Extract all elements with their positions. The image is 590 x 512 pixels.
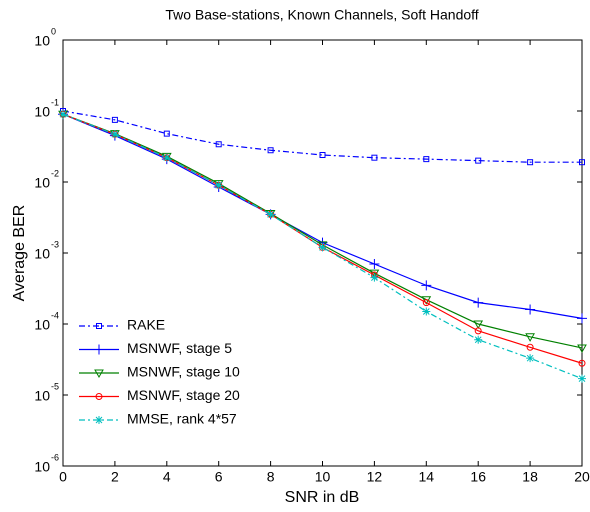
marker <box>111 116 118 123</box>
marker <box>473 320 484 330</box>
marker <box>371 154 378 161</box>
marker <box>370 273 379 282</box>
marker <box>94 369 104 379</box>
marker <box>319 152 326 159</box>
marker <box>95 416 103 424</box>
marker <box>422 307 431 316</box>
marker <box>473 297 484 308</box>
marker <box>214 181 223 190</box>
y-tick-label: 10 <box>34 104 50 120</box>
series-line <box>62 110 582 163</box>
y-tick-exponent: 0 <box>51 26 56 36</box>
y-tick-label: 10 <box>34 317 50 333</box>
marker <box>318 243 327 252</box>
x-tick-label: 12 <box>367 469 383 485</box>
marker <box>96 323 102 329</box>
marker <box>578 374 586 383</box>
marker <box>474 335 483 344</box>
marker <box>215 141 222 148</box>
series-line <box>62 113 583 380</box>
legend-label: MMSE, rank 4*57 <box>127 411 237 427</box>
marker <box>526 343 534 351</box>
legend-label: MSNWF, stage 20 <box>127 387 240 403</box>
x-tick-label: 16 <box>470 469 486 485</box>
marker <box>579 159 585 166</box>
y-tick-exponent: -5 <box>51 381 59 391</box>
y-tick-exponent: -1 <box>51 97 59 107</box>
marker <box>163 130 170 137</box>
x-tick-label: 10 <box>315 469 331 485</box>
legend-box <box>72 311 312 440</box>
x-tick-label: 14 <box>419 469 435 485</box>
marker <box>59 110 67 119</box>
y-tick-exponent: -2 <box>51 168 59 178</box>
x-tick-label: 6 <box>215 469 223 485</box>
x-tick-label: 4 <box>163 469 171 485</box>
y-tick-label: 10 <box>34 246 50 262</box>
marker <box>475 157 482 164</box>
marker <box>578 359 586 367</box>
legend-label: MSNWF, stage 10 <box>127 364 240 380</box>
legend-label: RAKE <box>127 317 165 333</box>
chart-title: Two Base-stations, Known Channels, Soft … <box>165 7 478 23</box>
marker <box>369 258 380 269</box>
legend-label: MSNWF, stage 5 <box>127 340 232 356</box>
marker <box>577 344 587 353</box>
y-tick-label: 10 <box>34 388 50 404</box>
marker <box>421 280 432 291</box>
x-tick-label: 0 <box>59 469 67 485</box>
marker <box>162 153 171 162</box>
x-axis-label: SNR in dB <box>285 489 360 506</box>
x-tick-label: 8 <box>267 469 275 485</box>
marker <box>527 159 534 166</box>
marker <box>95 393 103 400</box>
x-tick-label: 20 <box>574 469 590 485</box>
x-tick-label: 2 <box>111 469 119 485</box>
y-tick-label: 10 <box>34 175 50 191</box>
marker <box>525 304 536 315</box>
x-tick-label: 18 <box>522 469 538 485</box>
marker <box>474 327 482 335</box>
y-tick-label: 10 <box>34 33 50 49</box>
marker <box>266 210 275 219</box>
y-tick-label: 10 <box>34 459 50 475</box>
marker <box>526 354 535 363</box>
y-axis-label: Average BER <box>11 205 28 302</box>
marker <box>94 344 104 355</box>
marker <box>422 299 430 307</box>
y-tick-exponent: -3 <box>51 239 59 249</box>
marker <box>110 130 119 139</box>
y-tick-exponent: -6 <box>51 452 59 462</box>
marker <box>577 313 587 324</box>
marker <box>525 333 535 342</box>
marker <box>423 156 430 163</box>
marker <box>267 147 274 154</box>
y-tick-exponent: -4 <box>51 310 59 320</box>
